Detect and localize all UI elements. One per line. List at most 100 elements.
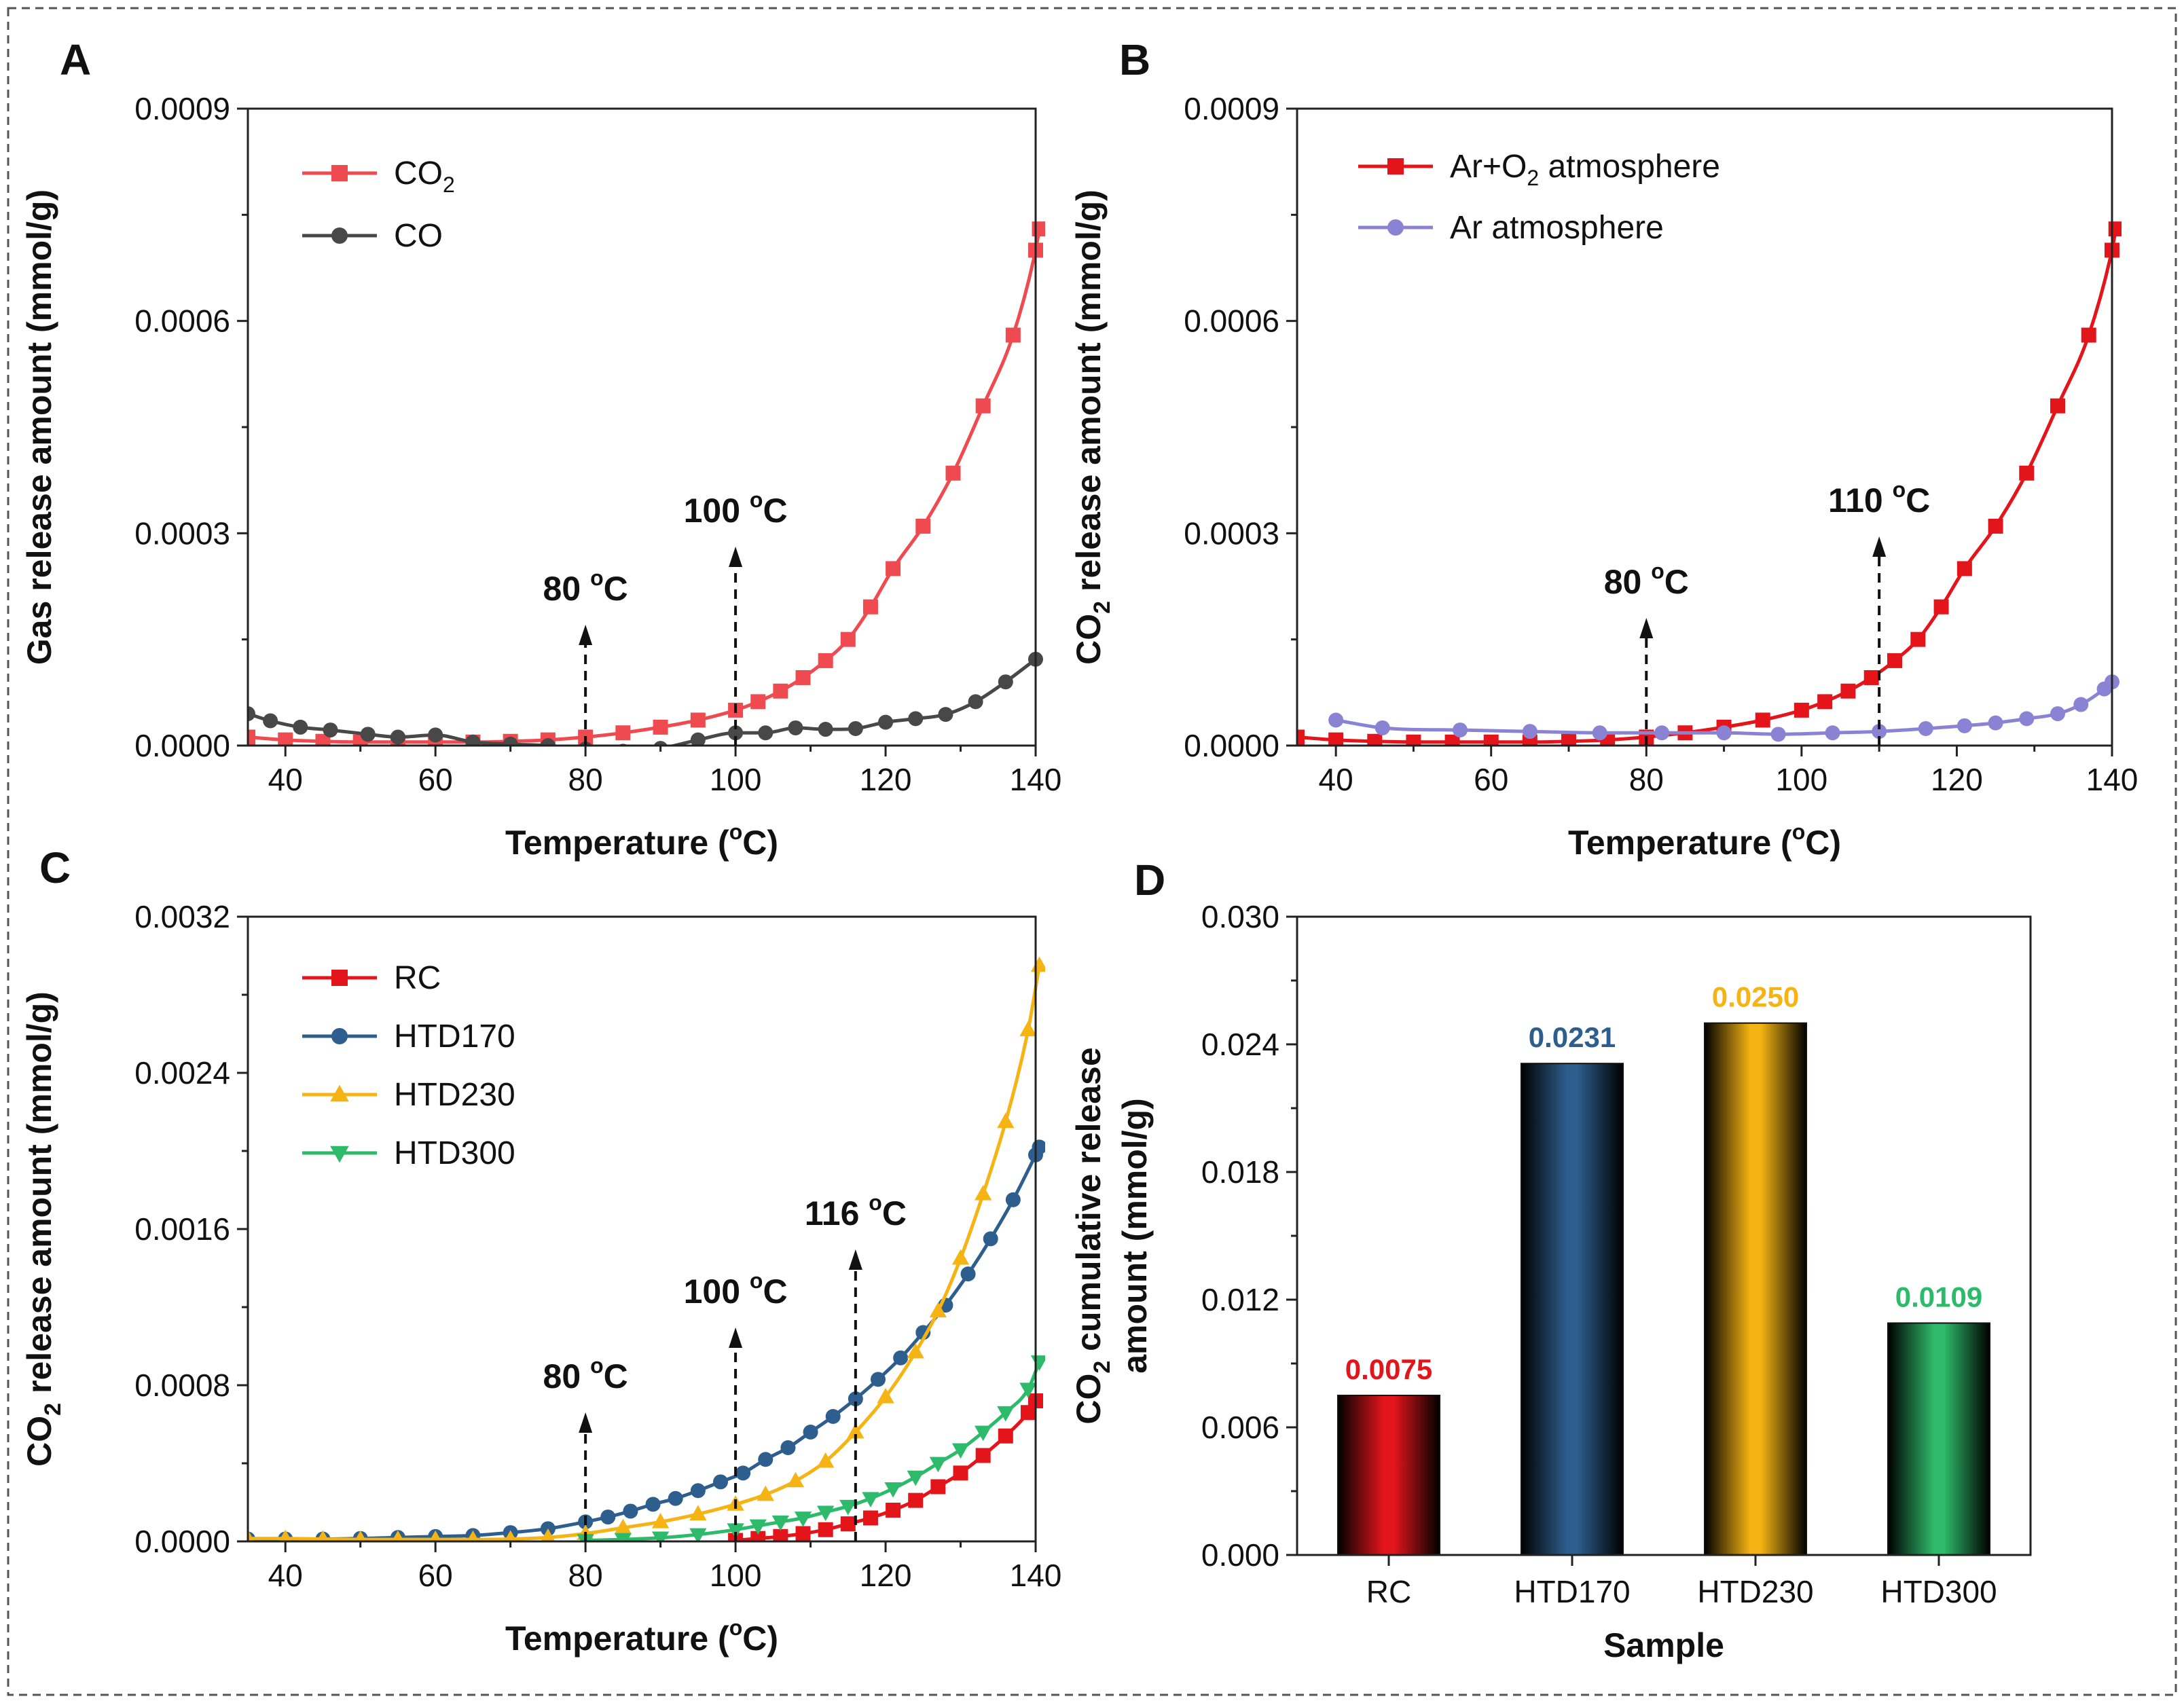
- series-0: [1297, 221, 2122, 746]
- data-point: [818, 1522, 833, 1537]
- annotation-unit: C: [604, 570, 628, 608]
- annotation-degree: o: [590, 1353, 604, 1378]
- x-tick-label: 120: [1931, 762, 1983, 797]
- x-tick-label: 120: [860, 762, 912, 797]
- data-point: [391, 1530, 404, 1541]
- data-point: [1988, 715, 2003, 731]
- data-point: [794, 1512, 812, 1527]
- annotation-label: 80 oC: [543, 566, 628, 608]
- plot-frame: [247, 107, 1037, 747]
- data-point: [263, 713, 278, 729]
- data-point: [728, 725, 744, 741]
- data-point: [975, 398, 991, 414]
- data-point: [1910, 631, 1926, 647]
- annotation-label: 116 oC: [805, 1190, 907, 1232]
- data-point: [938, 707, 953, 722]
- x-axis-title-degree: o: [729, 1615, 743, 1640]
- data-point: [953, 1465, 968, 1481]
- x-axis-title-main: Temperature (: [1568, 824, 1792, 862]
- y-tick-label: 0.0000: [134, 728, 230, 763]
- data-point: [848, 720, 863, 736]
- legend-label-main: Ar+O: [1450, 149, 1527, 185]
- series-2: [248, 956, 1045, 1541]
- data-point: [818, 722, 833, 737]
- legend-marker: [331, 227, 348, 244]
- data-point: [998, 1428, 1013, 1444]
- series-1: [248, 1139, 1045, 1541]
- y-axis-title-rest: cumulative release: [1070, 1047, 1108, 1360]
- data-point: [615, 725, 631, 741]
- y-axis-title: Gas release amount (mmol/g): [20, 189, 58, 665]
- data-point: [315, 733, 331, 746]
- data-point: [997, 1406, 1015, 1422]
- y-tick-label: 0.012: [1201, 1282, 1279, 1317]
- data-point: [795, 1526, 811, 1541]
- data-point: [653, 741, 668, 746]
- data-point: [975, 1425, 992, 1442]
- annotation-arrow-head: [1639, 618, 1654, 638]
- series-line: [248, 228, 1041, 744]
- legend-label-main: HTD300: [394, 1135, 515, 1171]
- legend-label-main: CO: [394, 218, 443, 254]
- data-point: [908, 711, 924, 727]
- x-tick-label: 40: [268, 1558, 303, 1593]
- data-point: [354, 1530, 367, 1541]
- data-point: [1522, 724, 1537, 739]
- data-point: [1005, 1192, 1021, 1207]
- x-tick-label: 80: [1629, 762, 1664, 797]
- data-point: [690, 712, 706, 728]
- annotation-label: 100 oC: [684, 1268, 788, 1311]
- x-axis-title: Temperature (oC): [505, 820, 778, 862]
- legend-label: Ar+O2 atmosphere: [1450, 149, 1720, 190]
- x-tick-label: 40: [1319, 762, 1353, 797]
- x-axis-title: Temperature (oC): [1568, 820, 1841, 862]
- legend-label: HTD170: [394, 1019, 515, 1055]
- figure-border: [7, 7, 2177, 1696]
- data-point: [668, 1490, 683, 1506]
- data-point: [1755, 712, 1770, 728]
- data-point: [1863, 670, 1879, 685]
- legend-marker: [330, 1146, 349, 1163]
- annotation-unit: C: [604, 1357, 628, 1395]
- y-tick-label: 0.0032: [134, 899, 230, 934]
- annotation-label: 80 oC: [543, 1353, 628, 1395]
- data-point: [1872, 724, 1887, 739]
- data-point: [248, 1529, 255, 1541]
- data-point: [1020, 1405, 1036, 1421]
- annotation-degree: o: [750, 1268, 763, 1293]
- x-tick-label: 80: [568, 1558, 603, 1593]
- data-point: [2050, 706, 2065, 722]
- annotation-value: 100: [684, 492, 750, 530]
- data-point: [975, 1448, 991, 1463]
- data-point: [1988, 518, 2003, 534]
- x-tick-label: 140: [1010, 762, 1062, 797]
- annotation-degree: o: [1651, 559, 1664, 583]
- data-point: [886, 561, 901, 576]
- data-point: [1032, 1139, 1045, 1155]
- legend-label: Ar atmosphere: [1450, 210, 1664, 246]
- data-point: [951, 1443, 970, 1459]
- legend-label-main: HTD170: [394, 1019, 515, 1055]
- data-point: [951, 1249, 970, 1265]
- data-point: [773, 683, 788, 699]
- x-axis-title: Temperature (oC): [505, 1615, 778, 1658]
- data-point: [1770, 727, 1786, 742]
- y-tick-label: 0.0000: [134, 1524, 230, 1559]
- legend-label-main: HTD230: [394, 1077, 515, 1113]
- data-point: [884, 1482, 902, 1498]
- data-point: [795, 670, 811, 685]
- y-tick-label: 0.018: [1201, 1154, 1279, 1190]
- data-point: [651, 1513, 670, 1528]
- annotation-label: 80 oC: [1604, 559, 1689, 601]
- y-axis-title-line1: CO2 cumulative release: [1070, 1047, 1115, 1424]
- y-axis-title-line2: amount (mmol/g): [1116, 1098, 1154, 1374]
- data-point: [1825, 725, 1840, 741]
- data-point: [975, 1185, 992, 1201]
- data-point: [735, 1465, 751, 1481]
- data-point: [360, 727, 376, 742]
- data-point: [1030, 1355, 1045, 1371]
- data-point: [847, 1423, 864, 1439]
- data-point: [2081, 327, 2096, 343]
- y-tick-label: 0.0000: [1184, 728, 1279, 763]
